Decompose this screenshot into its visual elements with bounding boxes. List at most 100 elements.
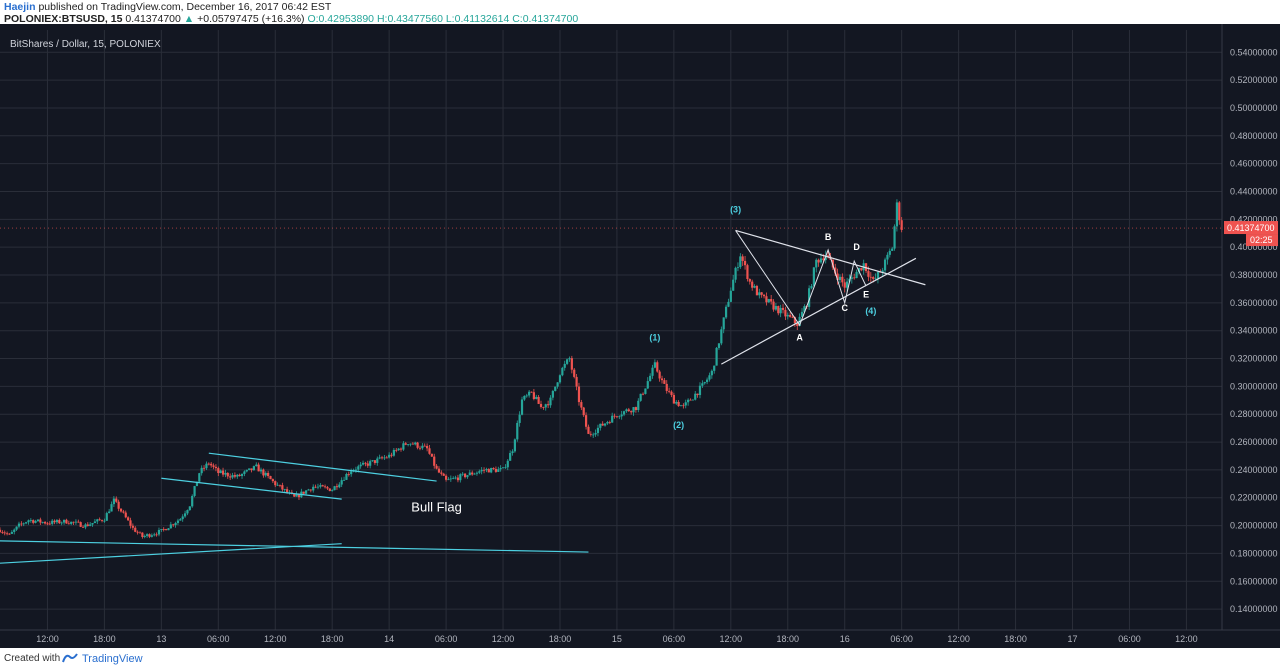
support-line-2 (0, 543, 342, 564)
candle-body (895, 202, 899, 227)
candle-body (236, 474, 239, 477)
candle-body (748, 278, 751, 282)
candle-body (430, 453, 433, 457)
candle-body (497, 469, 500, 472)
candle-body (703, 382, 706, 384)
candle-body (162, 529, 165, 530)
tradingview-logo-icon (62, 653, 78, 663)
chart-footer: Created with TradingView (0, 648, 1280, 670)
x-tick-label: 06:00 (207, 634, 230, 644)
candle-body (556, 382, 559, 387)
candle-body (627, 409, 630, 412)
candle-body (596, 427, 600, 433)
chart-area[interactable]: (1) (2) (3) (4) A B C D E Bull Flag 0.54000000 0.5… (0, 24, 1280, 648)
candle-body (134, 527, 137, 532)
candle-body (663, 380, 666, 384)
candle-body (335, 486, 339, 488)
candle-body (741, 256, 744, 261)
candle-body (853, 277, 856, 279)
candle-body (819, 258, 823, 263)
candle-body (423, 445, 426, 447)
candle-body (366, 463, 369, 466)
candle-body (150, 535, 153, 537)
candle-body (710, 370, 713, 376)
candle-body (729, 290, 732, 302)
candle-body (328, 488, 331, 492)
candle-body (70, 521, 73, 524)
candle-body (656, 362, 659, 372)
candle-body (478, 471, 481, 473)
candle-body (767, 299, 770, 303)
tradingview-brand[interactable]: TradingView (82, 653, 143, 665)
candle-body (810, 286, 813, 289)
candle-body (803, 306, 806, 312)
candle-body (855, 271, 858, 279)
candle-body (501, 467, 505, 469)
candle-body (641, 393, 645, 395)
candle-body (231, 475, 234, 478)
wave-label: A (796, 332, 803, 342)
candle-body (883, 259, 887, 271)
candle-body (421, 445, 424, 449)
candle-body (461, 473, 464, 475)
candle-body (784, 309, 787, 317)
y-tick-label: 0.34000000 (1230, 326, 1278, 336)
triangle-lower-line (721, 257, 917, 365)
candle-body (205, 463, 208, 469)
candle-body (207, 463, 210, 465)
candle-body (539, 403, 543, 407)
candle-body (124, 512, 127, 518)
y-tick-label: 0.48000000 (1230, 131, 1278, 141)
candle-body (385, 457, 388, 459)
x-tick-label: 18:00 (777, 634, 800, 644)
candle-body (881, 270, 884, 273)
countdown-tag (1246, 234, 1278, 247)
candle-body (297, 494, 301, 498)
candle-body (338, 484, 341, 488)
candle-body (407, 444, 410, 445)
candle-body (186, 510, 189, 514)
candle-body (238, 474, 241, 477)
candle-body (838, 276, 842, 281)
candle-body (715, 347, 718, 366)
abcde-zigzag (735, 230, 867, 327)
candle-body (354, 469, 358, 471)
candle-body (675, 401, 678, 404)
candle-body (221, 470, 225, 475)
candle-body (60, 522, 63, 524)
candle-body (653, 362, 656, 368)
candle-body (456, 477, 460, 481)
x-tick-label: 15 (612, 634, 622, 644)
symbol-interval: POLONIEX:BTSUSD, 15 (4, 13, 123, 25)
candle-body (176, 520, 180, 523)
candle-body (229, 476, 232, 478)
candle-body (269, 476, 272, 480)
candle-body (658, 371, 661, 379)
candle-body (378, 457, 381, 459)
candle-body (869, 276, 872, 278)
candle-body (492, 467, 495, 469)
wave-label: Bull Flag (411, 500, 462, 515)
candle-body (1, 532, 4, 533)
candle-body (649, 375, 652, 382)
candle-body (482, 469, 486, 471)
candle-body (248, 468, 251, 470)
candle-body (347, 473, 350, 475)
x-tick-label: 18:00 (321, 634, 344, 644)
candle-body (345, 473, 348, 480)
candle-body (157, 529, 161, 535)
candle-body (599, 423, 602, 428)
candle-body (765, 296, 768, 303)
candle-body (409, 443, 412, 445)
candle-body (129, 520, 132, 526)
candle-body (376, 458, 379, 463)
candle-body (544, 404, 547, 408)
candle-body (281, 485, 284, 490)
author-name[interactable]: Haejin (4, 1, 36, 13)
candle-body (226, 472, 229, 477)
candle-body (736, 267, 740, 268)
candle-body (41, 522, 44, 523)
wave-label: (1) (649, 332, 660, 342)
candle-body (426, 445, 429, 449)
